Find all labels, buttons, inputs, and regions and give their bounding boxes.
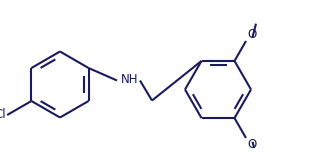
- Text: O: O: [247, 27, 256, 40]
- Text: O: O: [247, 139, 256, 151]
- Text: Cl: Cl: [0, 108, 6, 122]
- Text: NH: NH: [121, 73, 139, 86]
